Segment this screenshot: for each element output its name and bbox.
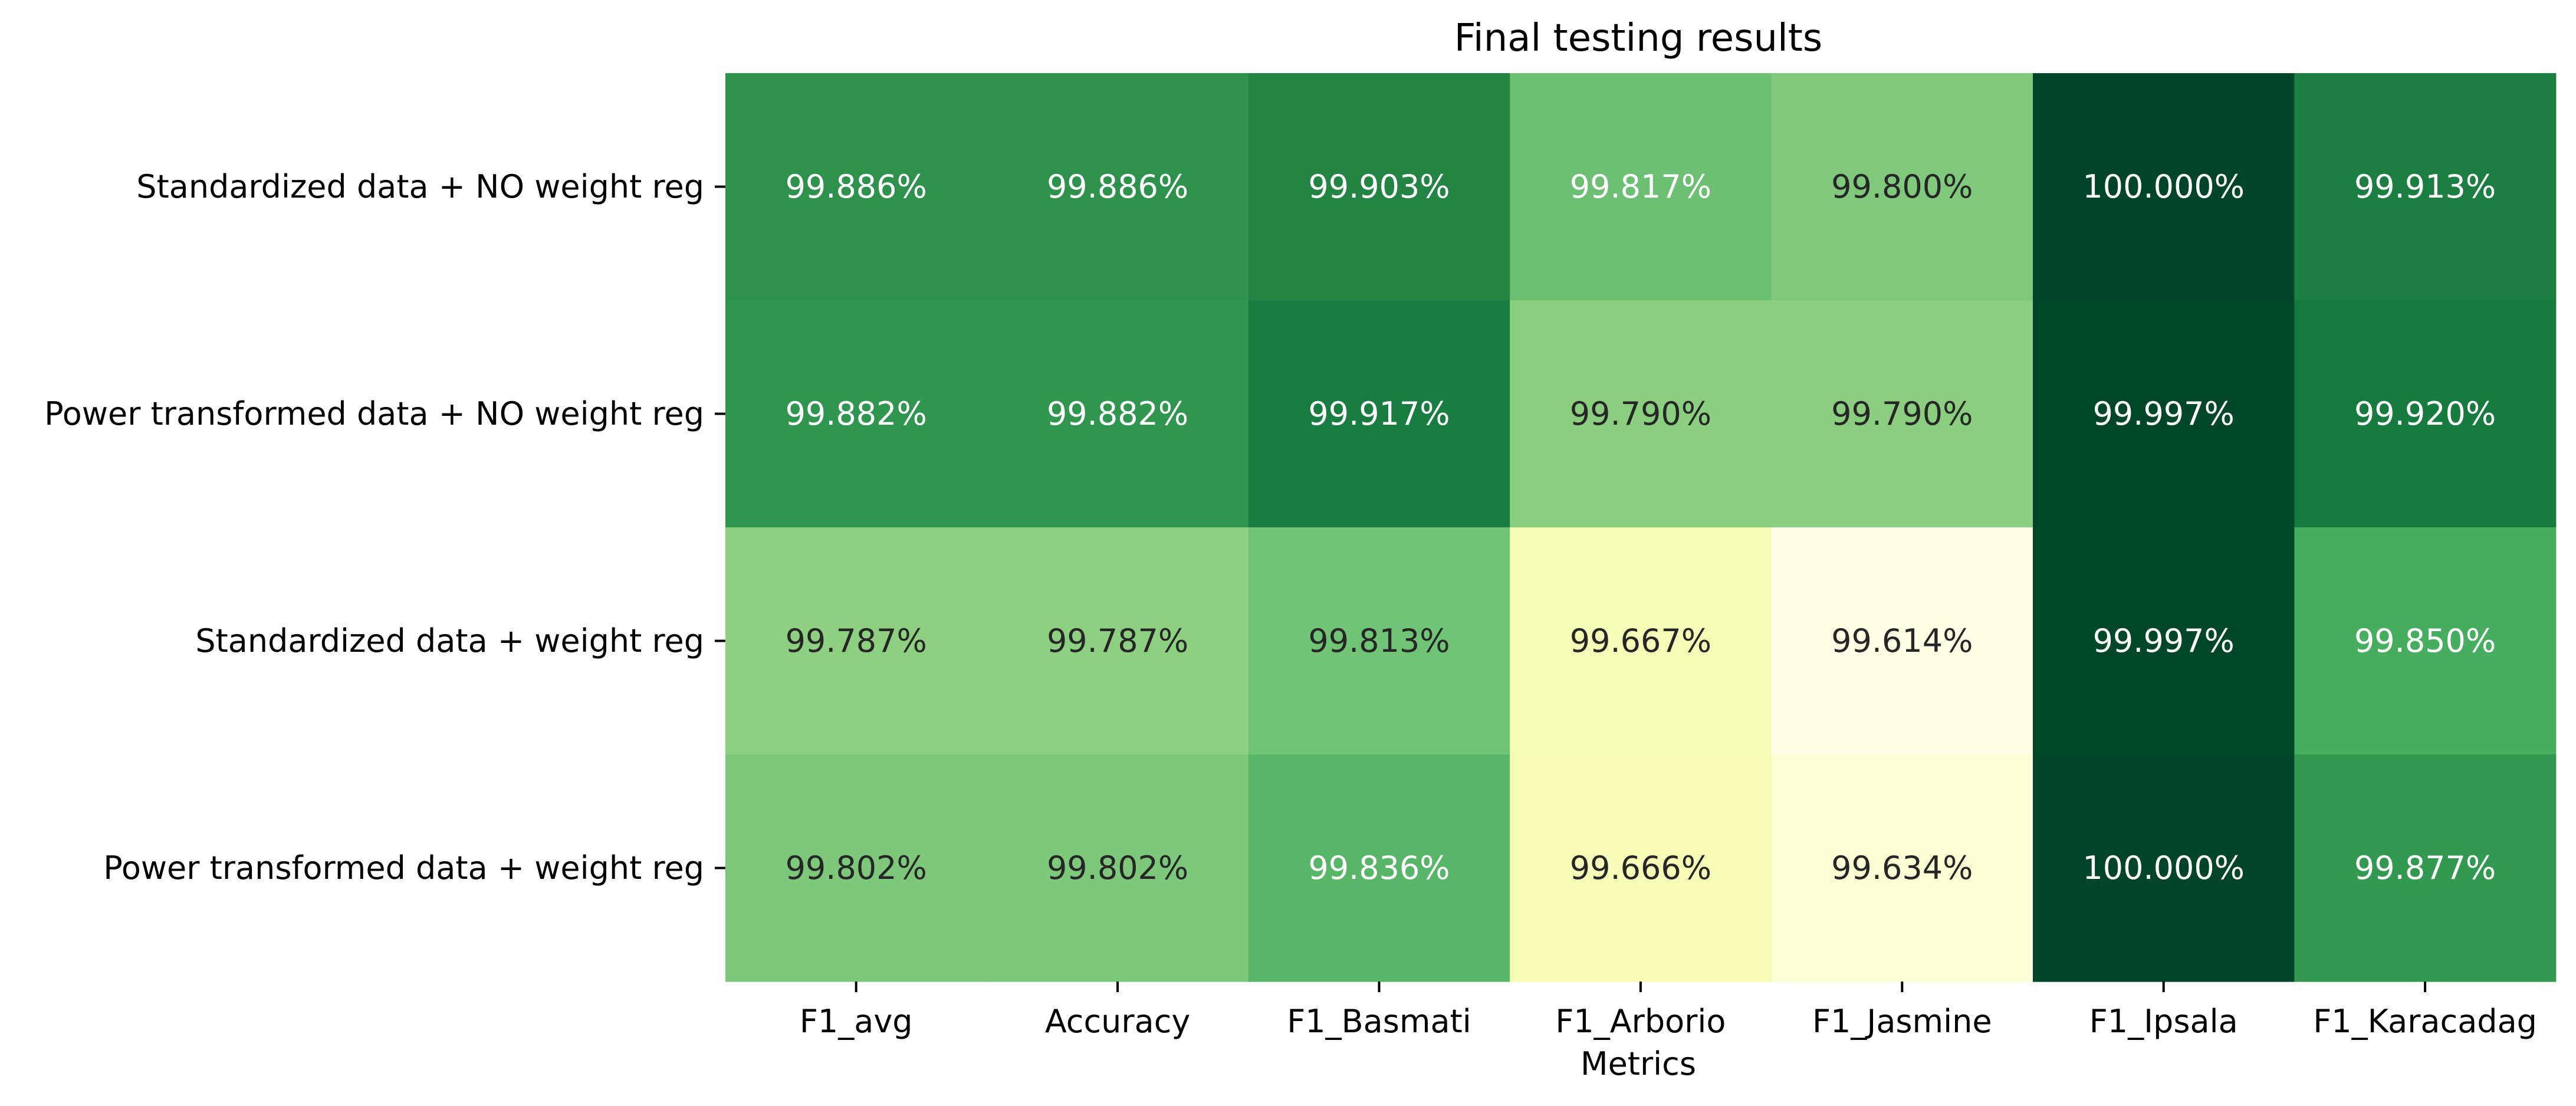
cell-value-label: 99.614%: [1831, 622, 1973, 659]
cell-value-label: 99.997%: [2093, 395, 2235, 432]
cell-value-label: 100.000%: [2082, 168, 2245, 205]
cell-value-label: 99.997%: [2093, 622, 2235, 659]
heatmap-cell: [1771, 73, 2033, 301]
cell-value-label: 99.882%: [1047, 395, 1188, 432]
cell-value-label: 99.802%: [786, 849, 927, 887]
heatmap-cell: [2033, 300, 2295, 528]
y-tick-label: Standardized data + weight reg: [195, 622, 704, 659]
heatmap-cell: [1510, 73, 1772, 301]
heatmap-cell: [2294, 73, 2557, 301]
y-axis-ticks: Standardized data + NO weight reg Power t…: [44, 168, 725, 887]
heatmap-cell: [2033, 73, 2295, 301]
cell-value-label: 99.882%: [786, 395, 927, 432]
heatmap-cell: [725, 73, 987, 301]
cell-value-label: 99.817%: [1570, 168, 1711, 205]
heatmap-cell: [1771, 527, 2033, 755]
heatmap-cell: [725, 527, 987, 755]
x-tick-label: Accuracy: [1045, 1003, 1191, 1040]
heatmap-cell: [725, 300, 987, 528]
cell-value-label: 99.813%: [1308, 622, 1450, 659]
heatmap-cell-labels: 99.886% 99.886% 99.903% 99.817% 99.800% 100.0…: [786, 168, 2496, 887]
heatmap-cell: [2033, 754, 2295, 982]
x-tick-label: F1_Basmati: [1287, 1003, 1471, 1040]
heatmap-cell: [2294, 300, 2557, 528]
cell-value-label: 99.634%: [1831, 849, 1973, 887]
cell-value-label: 99.787%: [786, 622, 927, 659]
cell-value-label: 99.836%: [1308, 849, 1450, 887]
cell-value-label: 99.790%: [1570, 395, 1711, 432]
heatmap-cells: [725, 73, 2557, 982]
cell-value-label: 99.850%: [2354, 622, 2496, 659]
heatmap-cell: [987, 754, 1249, 982]
cell-value-label: 99.800%: [1831, 168, 1973, 205]
heatmap-cell: [2033, 527, 2295, 755]
heatmap-cell: [1248, 300, 1510, 528]
heatmap-cell: [987, 300, 1249, 528]
heatmap-cell: [2294, 527, 2557, 755]
heatmap-cell: [1510, 754, 1772, 982]
y-tick-label: Power transformed data + NO weight reg: [44, 395, 704, 432]
heatmap-cell: [987, 527, 1249, 755]
x-axis-label: Metrics: [1581, 1045, 1696, 1082]
cell-value-label: 99.886%: [1047, 168, 1188, 205]
cell-value-label: 99.920%: [2354, 395, 2496, 432]
cell-value-label: 99.787%: [1047, 622, 1188, 659]
heatmap-cell: [1771, 754, 2033, 982]
x-tick-label: F1_Arborio: [1555, 1003, 1726, 1040]
y-tick-label: Standardized data + NO weight reg: [136, 168, 704, 205]
x-tick-label: F1_Karacadag: [2313, 1003, 2537, 1040]
cell-value-label: 99.802%: [1047, 849, 1188, 887]
heatmap-cell: [1248, 73, 1510, 301]
cell-value-label: 99.877%: [2354, 849, 2496, 887]
chart-title: Final testing results: [1454, 17, 1822, 60]
cell-value-label: 99.886%: [786, 168, 927, 205]
heatmap-cell: [1248, 754, 1510, 982]
x-tick-label: F1_Jasmine: [1812, 1003, 1992, 1040]
cell-value-label: 99.790%: [1831, 395, 1973, 432]
heatmap-cell: [725, 754, 987, 982]
y-tick-label: Power transformed data + weight reg: [103, 849, 704, 887]
x-tick-label: F1_Ipsala: [2089, 1003, 2238, 1040]
cell-value-label: 99.903%: [1308, 168, 1450, 205]
x-tick-label: F1_avg: [800, 1003, 913, 1040]
heatmap-cell: [987, 73, 1249, 301]
heatmap-cell: [1510, 300, 1772, 528]
cell-value-label: 99.667%: [1570, 622, 1711, 659]
cell-value-label: 99.666%: [1570, 849, 1711, 887]
cell-value-label: 99.917%: [1308, 395, 1450, 432]
heatmap-cell: [2294, 754, 2557, 982]
cell-value-label: 100.000%: [2082, 849, 2245, 887]
x-axis-ticks: F1_avg Accuracy F1_Basmati F1_Arborio F1_Jas…: [800, 982, 2537, 1040]
heatmap-cell: [1248, 527, 1510, 755]
cell-value-label: 99.913%: [2354, 168, 2496, 205]
heatmap-cell: [1510, 527, 1772, 755]
heatmap-cell: [1771, 300, 2033, 528]
